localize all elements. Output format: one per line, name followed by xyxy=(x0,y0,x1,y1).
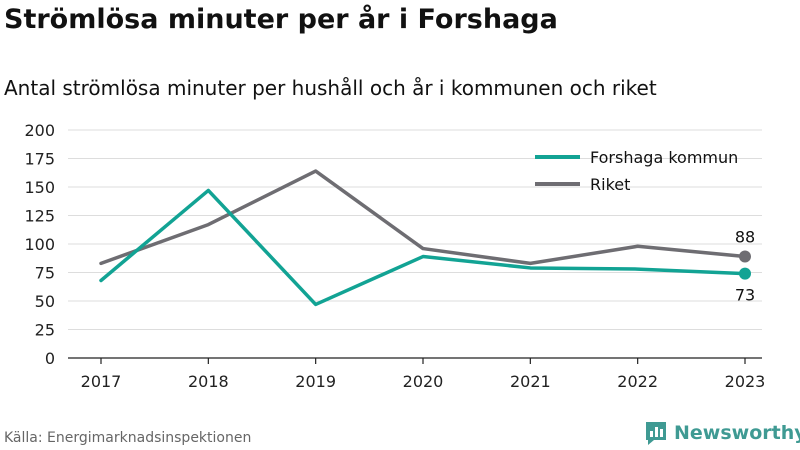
y-tick-label: 0 xyxy=(45,349,55,368)
x-tick-label: 2023 xyxy=(725,372,766,391)
series-end-point-forshaga xyxy=(739,267,751,280)
series-line-forshaga xyxy=(99,188,747,307)
source-note: Källa: Energimarknadsinspektionen xyxy=(4,430,252,446)
y-tick-label: 125 xyxy=(24,207,55,226)
x-tick-label: 2020 xyxy=(403,372,444,391)
series-end-point-riket xyxy=(739,250,751,263)
y-tick-label: 75 xyxy=(35,264,55,283)
y-tick-label: 100 xyxy=(24,235,55,254)
x-tick-label: 2022 xyxy=(617,372,658,391)
y-tick-label: 175 xyxy=(24,150,55,169)
legend-label: Forshaga kommun xyxy=(590,148,738,167)
chart-title: Strömlösa minuter per år i Forshaga xyxy=(4,4,558,35)
y-tick-label: 150 xyxy=(24,178,55,197)
x-tick-label: 2019 xyxy=(295,372,336,391)
legend-label: Riket xyxy=(590,175,630,194)
series-line-riket xyxy=(99,169,747,266)
data-label-riket: 88 xyxy=(735,228,755,247)
x-tick-label: 2021 xyxy=(510,372,551,391)
x-tick-label: 2017 xyxy=(81,372,122,391)
newsworthy-logo-icon xyxy=(646,422,666,445)
y-tick-label: 200 xyxy=(24,121,55,140)
data-label-forshaga: 73 xyxy=(735,286,755,305)
y-tick-label: 50 xyxy=(35,292,55,311)
newsworthy-logo: Newsworthy xyxy=(644,420,800,446)
y-tick-label: 25 xyxy=(35,321,55,340)
chart-subtitle: Antal strömlösa minuter per hushåll och … xyxy=(4,76,657,100)
x-tick-label: 2018 xyxy=(188,372,229,391)
brand-name: Newsworthy xyxy=(674,422,800,444)
